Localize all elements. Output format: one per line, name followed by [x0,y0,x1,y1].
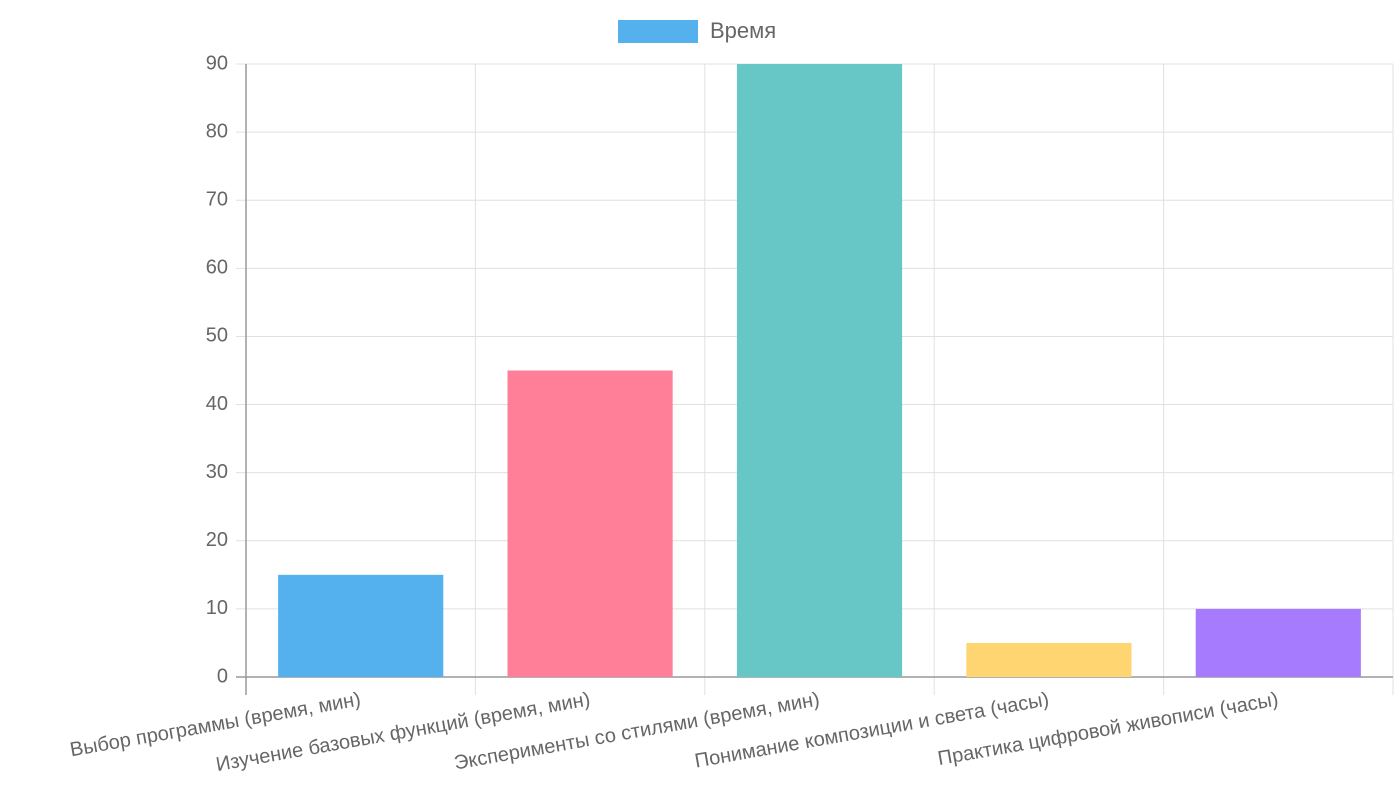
y-tick-label: 70 [206,189,228,211]
legend-label[interactable]: Время [710,18,776,43]
y-tick-label: 40 [206,393,228,415]
bar [966,642,1132,677]
bar [278,574,444,677]
y-tick-label: 50 [206,325,228,347]
y-tick-label: 0 [217,665,228,687]
y-tick-label: 60 [206,257,228,279]
y-tick-label: 30 [206,461,228,483]
y-tick-label: 90 [206,52,228,74]
legend-swatch[interactable] [618,20,698,43]
x-tick-label: Эксперименты со стилями (время, мин) [452,688,821,774]
y-tick-label: 10 [206,597,228,619]
bar [1195,608,1361,677]
bar [507,370,673,677]
x-tick-label: Изучение базовых функций (время, мин) [214,688,592,776]
y-tick-label: 80 [206,120,228,142]
y-tick-label: 20 [206,529,228,551]
bar [736,64,903,677]
